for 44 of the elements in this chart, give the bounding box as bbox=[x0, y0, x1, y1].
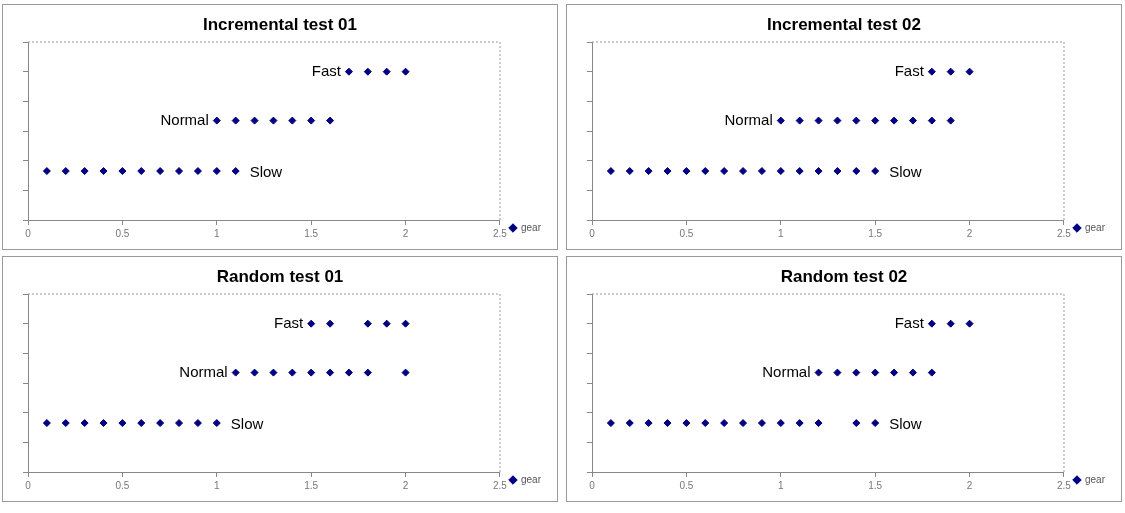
annotation: Fast bbox=[311, 61, 342, 79]
x-tick-label: 0 bbox=[25, 479, 32, 491]
annotation: Slow bbox=[230, 415, 264, 433]
annotation: Fast bbox=[894, 313, 925, 331]
annotation: Slow bbox=[249, 163, 283, 181]
x-tick-label: 0 bbox=[589, 227, 596, 239]
annotation: Fast bbox=[274, 313, 305, 331]
x-tick-label: 2.5 bbox=[493, 479, 508, 491]
x-tick-label: 2 bbox=[402, 227, 409, 239]
x-tick-label: 2.5 bbox=[1057, 479, 1072, 491]
x-tick-label: 0 bbox=[25, 227, 32, 239]
legend-label: gear bbox=[1084, 221, 1106, 233]
x-tick-label: 0.5 bbox=[115, 479, 130, 491]
annotation: Fast bbox=[894, 61, 925, 79]
x-tick-label: 0.5 bbox=[679, 227, 694, 239]
x-tick-label: 1 bbox=[214, 479, 221, 491]
x-tick-label: 1.5 bbox=[868, 227, 883, 239]
x-tick-label: 2.5 bbox=[1057, 227, 1072, 239]
annotation: Slow bbox=[889, 163, 922, 181]
x-tick-label: 0.5 bbox=[115, 227, 130, 239]
x-tick-label: 2 bbox=[966, 227, 973, 239]
x-tick-label: 2.5 bbox=[493, 227, 508, 239]
chart-title: Incremental test 01 bbox=[202, 15, 358, 36]
legend-label: gear bbox=[520, 473, 542, 485]
x-tick-label: 0.5 bbox=[679, 479, 694, 491]
x-tick-label: 1 bbox=[778, 227, 785, 239]
chart-title: Random test 02 bbox=[779, 267, 909, 288]
legend-label: gear bbox=[520, 221, 542, 233]
x-tick-label: 1.5 bbox=[304, 227, 319, 239]
x-tick-label: 1 bbox=[214, 227, 221, 239]
annotation: Normal bbox=[179, 362, 228, 380]
x-tick-label: 2 bbox=[966, 479, 973, 491]
annotation: Normal bbox=[724, 110, 773, 128]
chart-title: Random test 01 bbox=[215, 267, 345, 288]
annotation: Slow bbox=[889, 415, 922, 433]
x-tick-label: 0 bbox=[589, 479, 596, 491]
x-tick-label: 1.5 bbox=[868, 479, 883, 491]
x-tick-label: 2 bbox=[402, 479, 409, 491]
chart-title: Incremental test 02 bbox=[766, 15, 922, 36]
annotation: Normal bbox=[762, 362, 811, 380]
annotation: Normal bbox=[160, 110, 209, 128]
legend-label: gear bbox=[1084, 473, 1106, 485]
x-tick-label: 1.5 bbox=[304, 479, 319, 491]
x-tick-label: 1 bbox=[778, 479, 785, 491]
